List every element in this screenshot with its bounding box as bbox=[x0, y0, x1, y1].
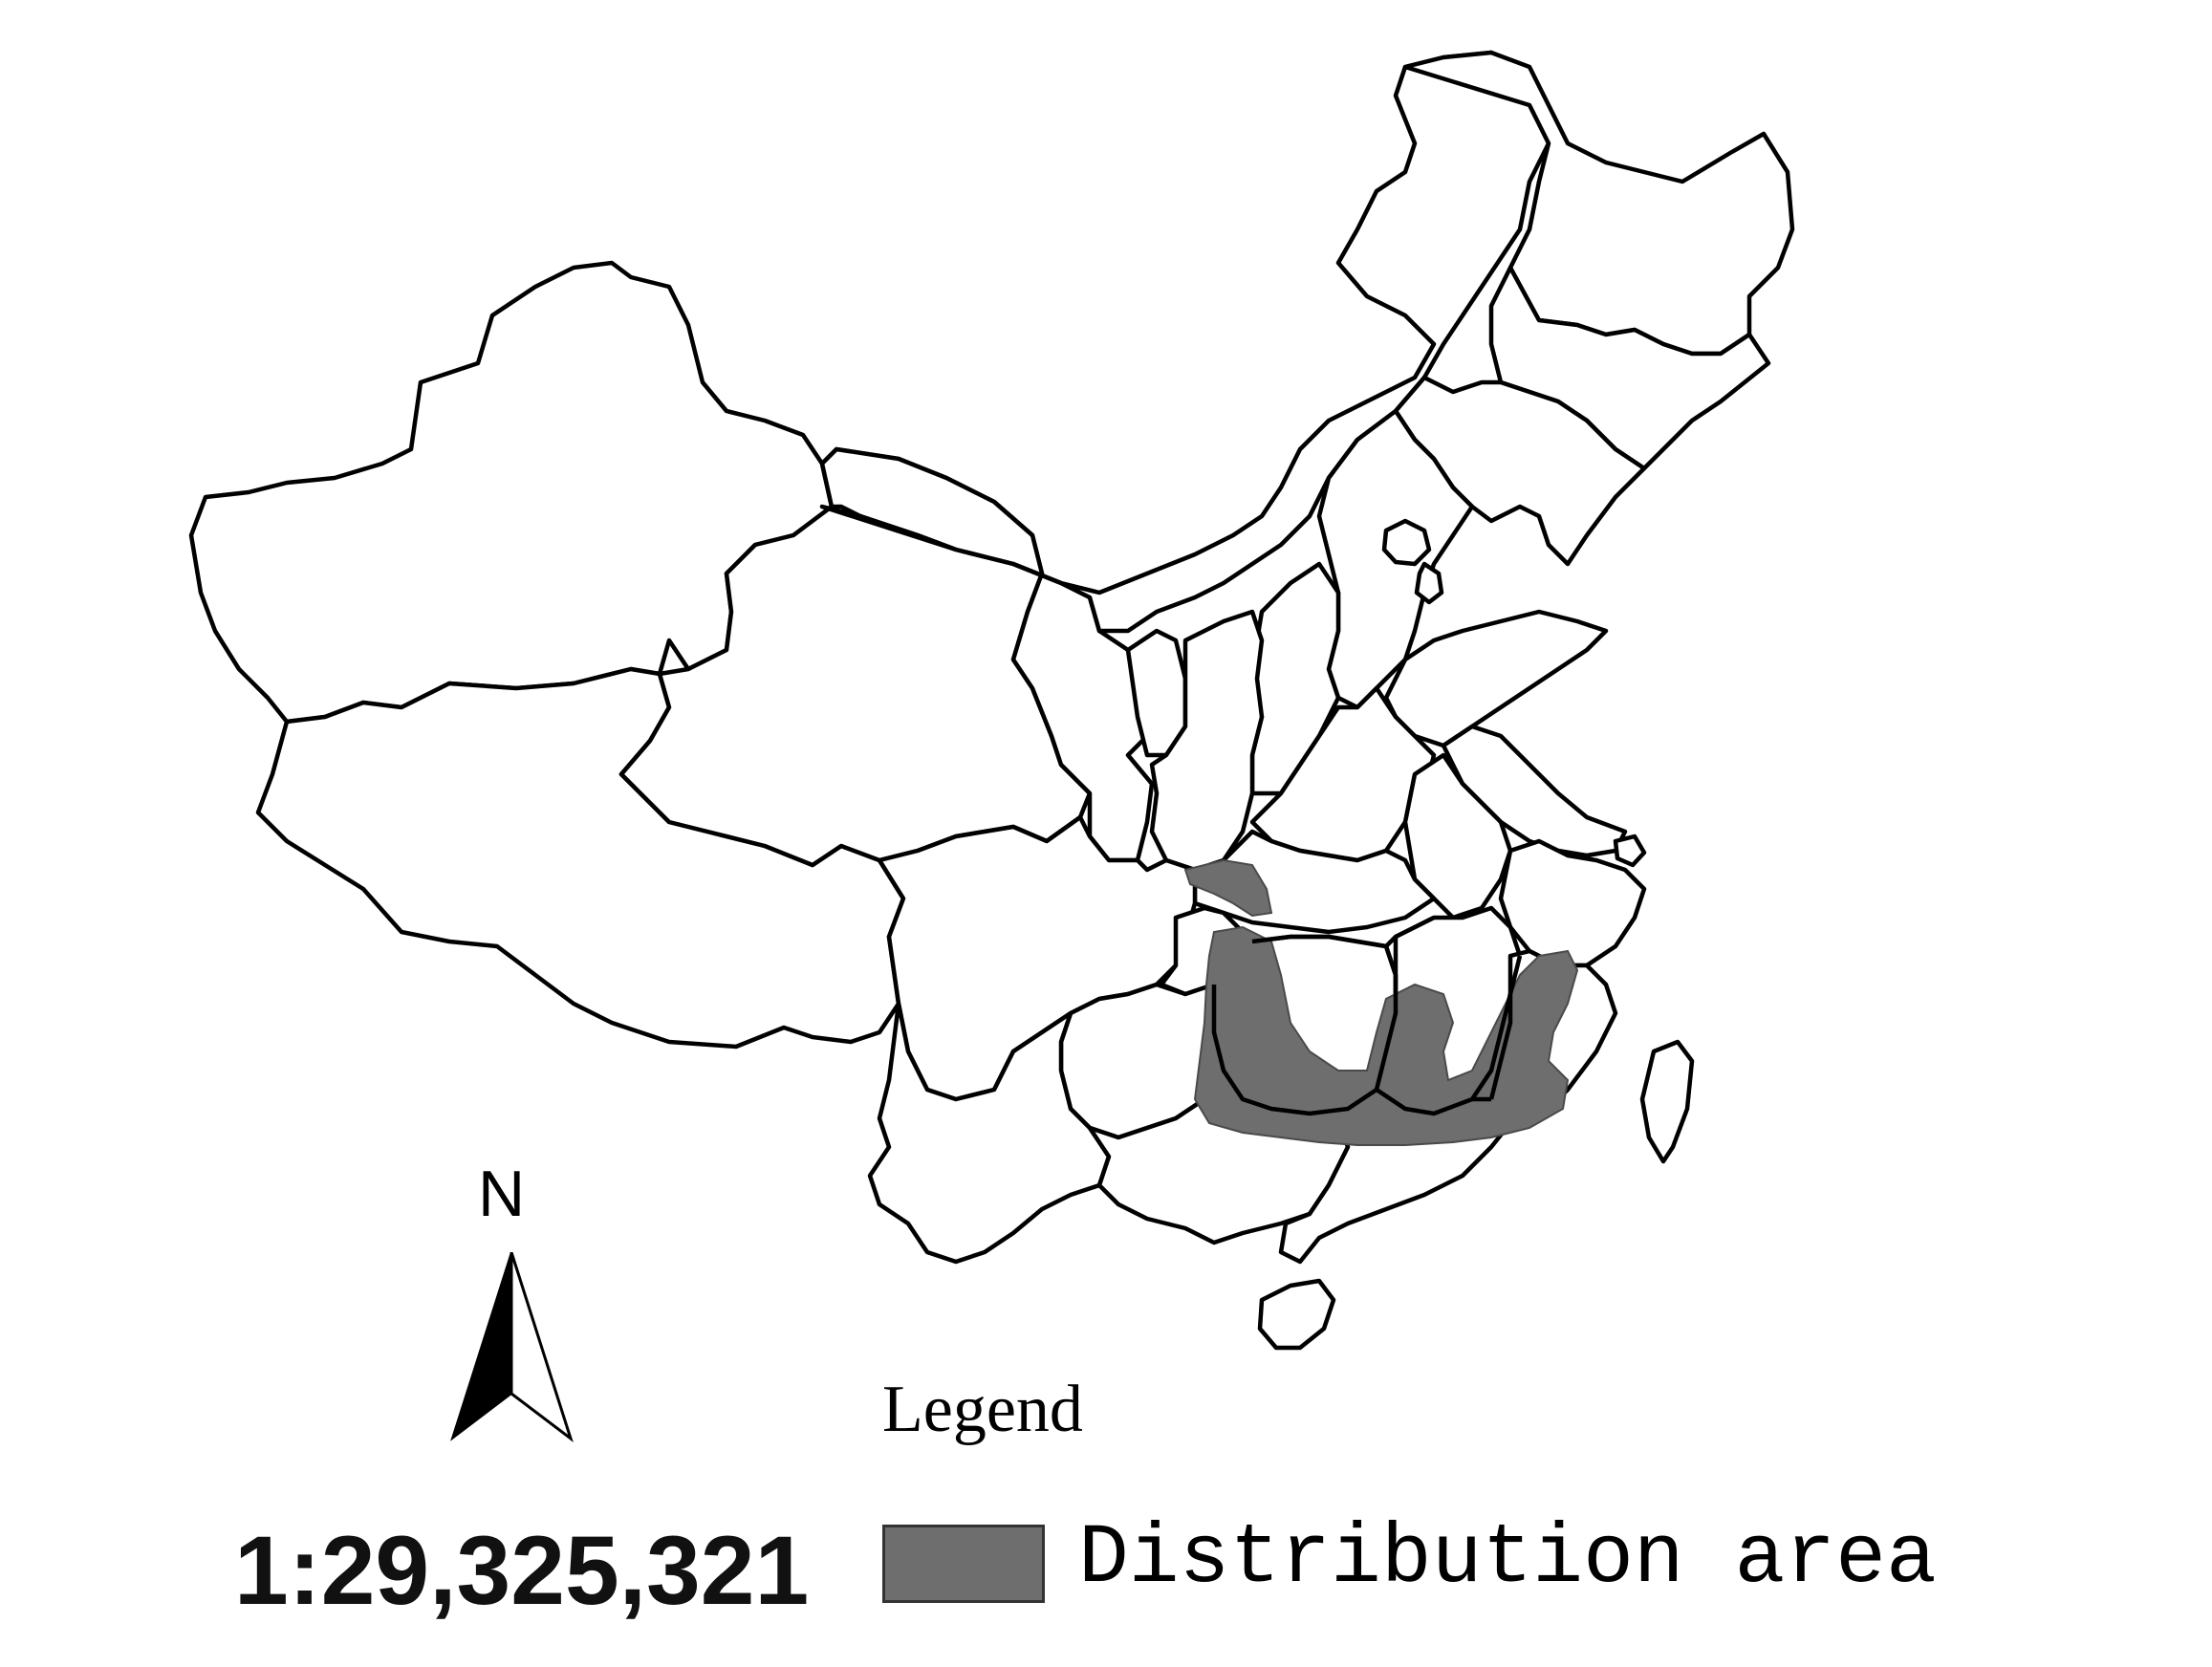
legend-title: Legend bbox=[882, 1373, 1083, 1446]
legend-label-distribution: Distribution area bbox=[1078, 1512, 1937, 1607]
province-tianjin bbox=[1414, 561, 1444, 605]
province-heilongjiang bbox=[1402, 50, 1795, 357]
distribution-area-north bbox=[1183, 858, 1273, 918]
province-boundary-overlay bbox=[1211, 915, 1523, 1116]
north-arrow-label: N bbox=[478, 1158, 526, 1230]
legend-swatch-distribution bbox=[882, 1525, 1045, 1603]
province-beijing bbox=[1381, 518, 1432, 567]
province-hainan bbox=[1257, 1278, 1336, 1351]
province-shanghai bbox=[1613, 834, 1647, 868]
province-anhui bbox=[1402, 752, 1513, 920]
north-arrow-icon bbox=[450, 1252, 574, 1443]
scale-label: 1:29,325,321 bbox=[234, 1516, 810, 1625]
distribution-area-main bbox=[1193, 925, 1579, 1146]
province-shandong bbox=[1383, 609, 1609, 748]
province-taiwan bbox=[1639, 1039, 1695, 1164]
